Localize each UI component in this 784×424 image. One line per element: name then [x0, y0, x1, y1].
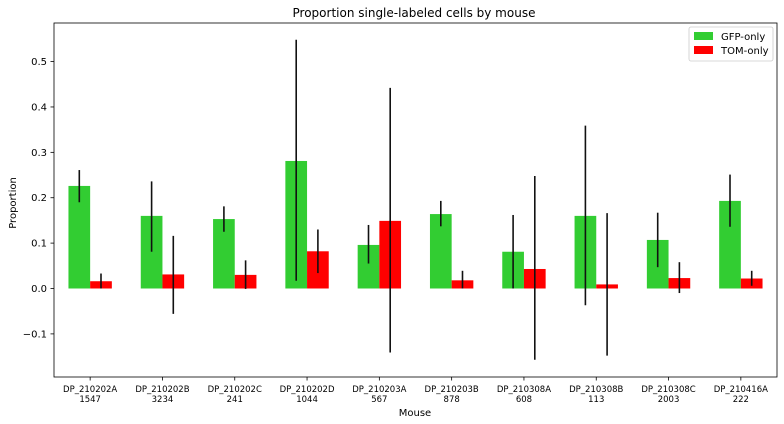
x-tick-count-4: 1044 — [296, 395, 318, 405]
x-tick-count-9: 2003 — [658, 395, 680, 405]
gfp-bar-10 — [719, 200, 741, 289]
legend: GFP-only TOM-only — [688, 26, 774, 62]
gfp-bar-5 — [357, 244, 380, 289]
x-axis-label: Mouse — [399, 408, 431, 419]
x-tick-label-6: DP_210203B — [425, 385, 479, 395]
y-tick-label-7: 0.5 — [31, 57, 47, 68]
x-tick-label-4: DP_210202D — [280, 385, 335, 395]
x-tick-count-8: 113 — [588, 395, 604, 405]
gfp-bar-2 — [140, 215, 163, 289]
x-tick-label-2: DP_210202B — [135, 385, 189, 395]
y-tick-label-3: 0.1 — [31, 239, 47, 250]
y-axis-label: Proportion — [8, 177, 19, 229]
x-tick-count-5: 567 — [371, 395, 387, 405]
x-tick-label-10: DP_210416A — [714, 385, 768, 395]
legend-label-2: TOM-only — [720, 46, 769, 57]
x-tick-label-1: DP_210202A — [63, 385, 117, 395]
x-tick-label-7: DP_210308A — [497, 385, 551, 395]
x-tick-label-9: DP_210308C — [641, 385, 695, 395]
y-tick-label-1: −0.1 — [23, 329, 47, 340]
gfp-bar-1 — [68, 185, 91, 289]
x-tick-count-3: 241 — [227, 395, 243, 405]
x-tick-label-5: DP_210203A — [352, 385, 406, 395]
gfp-bar-6 — [429, 214, 452, 289]
legend-swatch-1 — [694, 32, 713, 40]
x-tick-count-7: 608 — [516, 395, 532, 405]
y-tick-label-4: 0.2 — [31, 193, 47, 204]
y-tick-label-2: 0.0 — [31, 284, 47, 295]
x-tick-label-8: DP_210308B — [569, 385, 623, 395]
gfp-bar-3 — [213, 219, 235, 289]
y-tick-label-6: 0.4 — [31, 102, 47, 113]
x-tick-count-10: 222 — [733, 395, 749, 405]
y-tick-label-5: 0.3 — [31, 148, 47, 159]
legend-swatch-2 — [694, 46, 713, 54]
x-tick-count-6: 878 — [444, 395, 460, 405]
chart-title: Proportion single-labeled cells by mouse — [293, 6, 536, 20]
x-tick-count-2: 3234 — [152, 395, 174, 405]
legend-label-1: GFP-only — [721, 32, 765, 43]
x-tick-count-1: 1547 — [79, 395, 101, 405]
x-tick-label-3: DP_210202C — [208, 385, 262, 395]
axes-frame — [53, 22, 778, 378]
